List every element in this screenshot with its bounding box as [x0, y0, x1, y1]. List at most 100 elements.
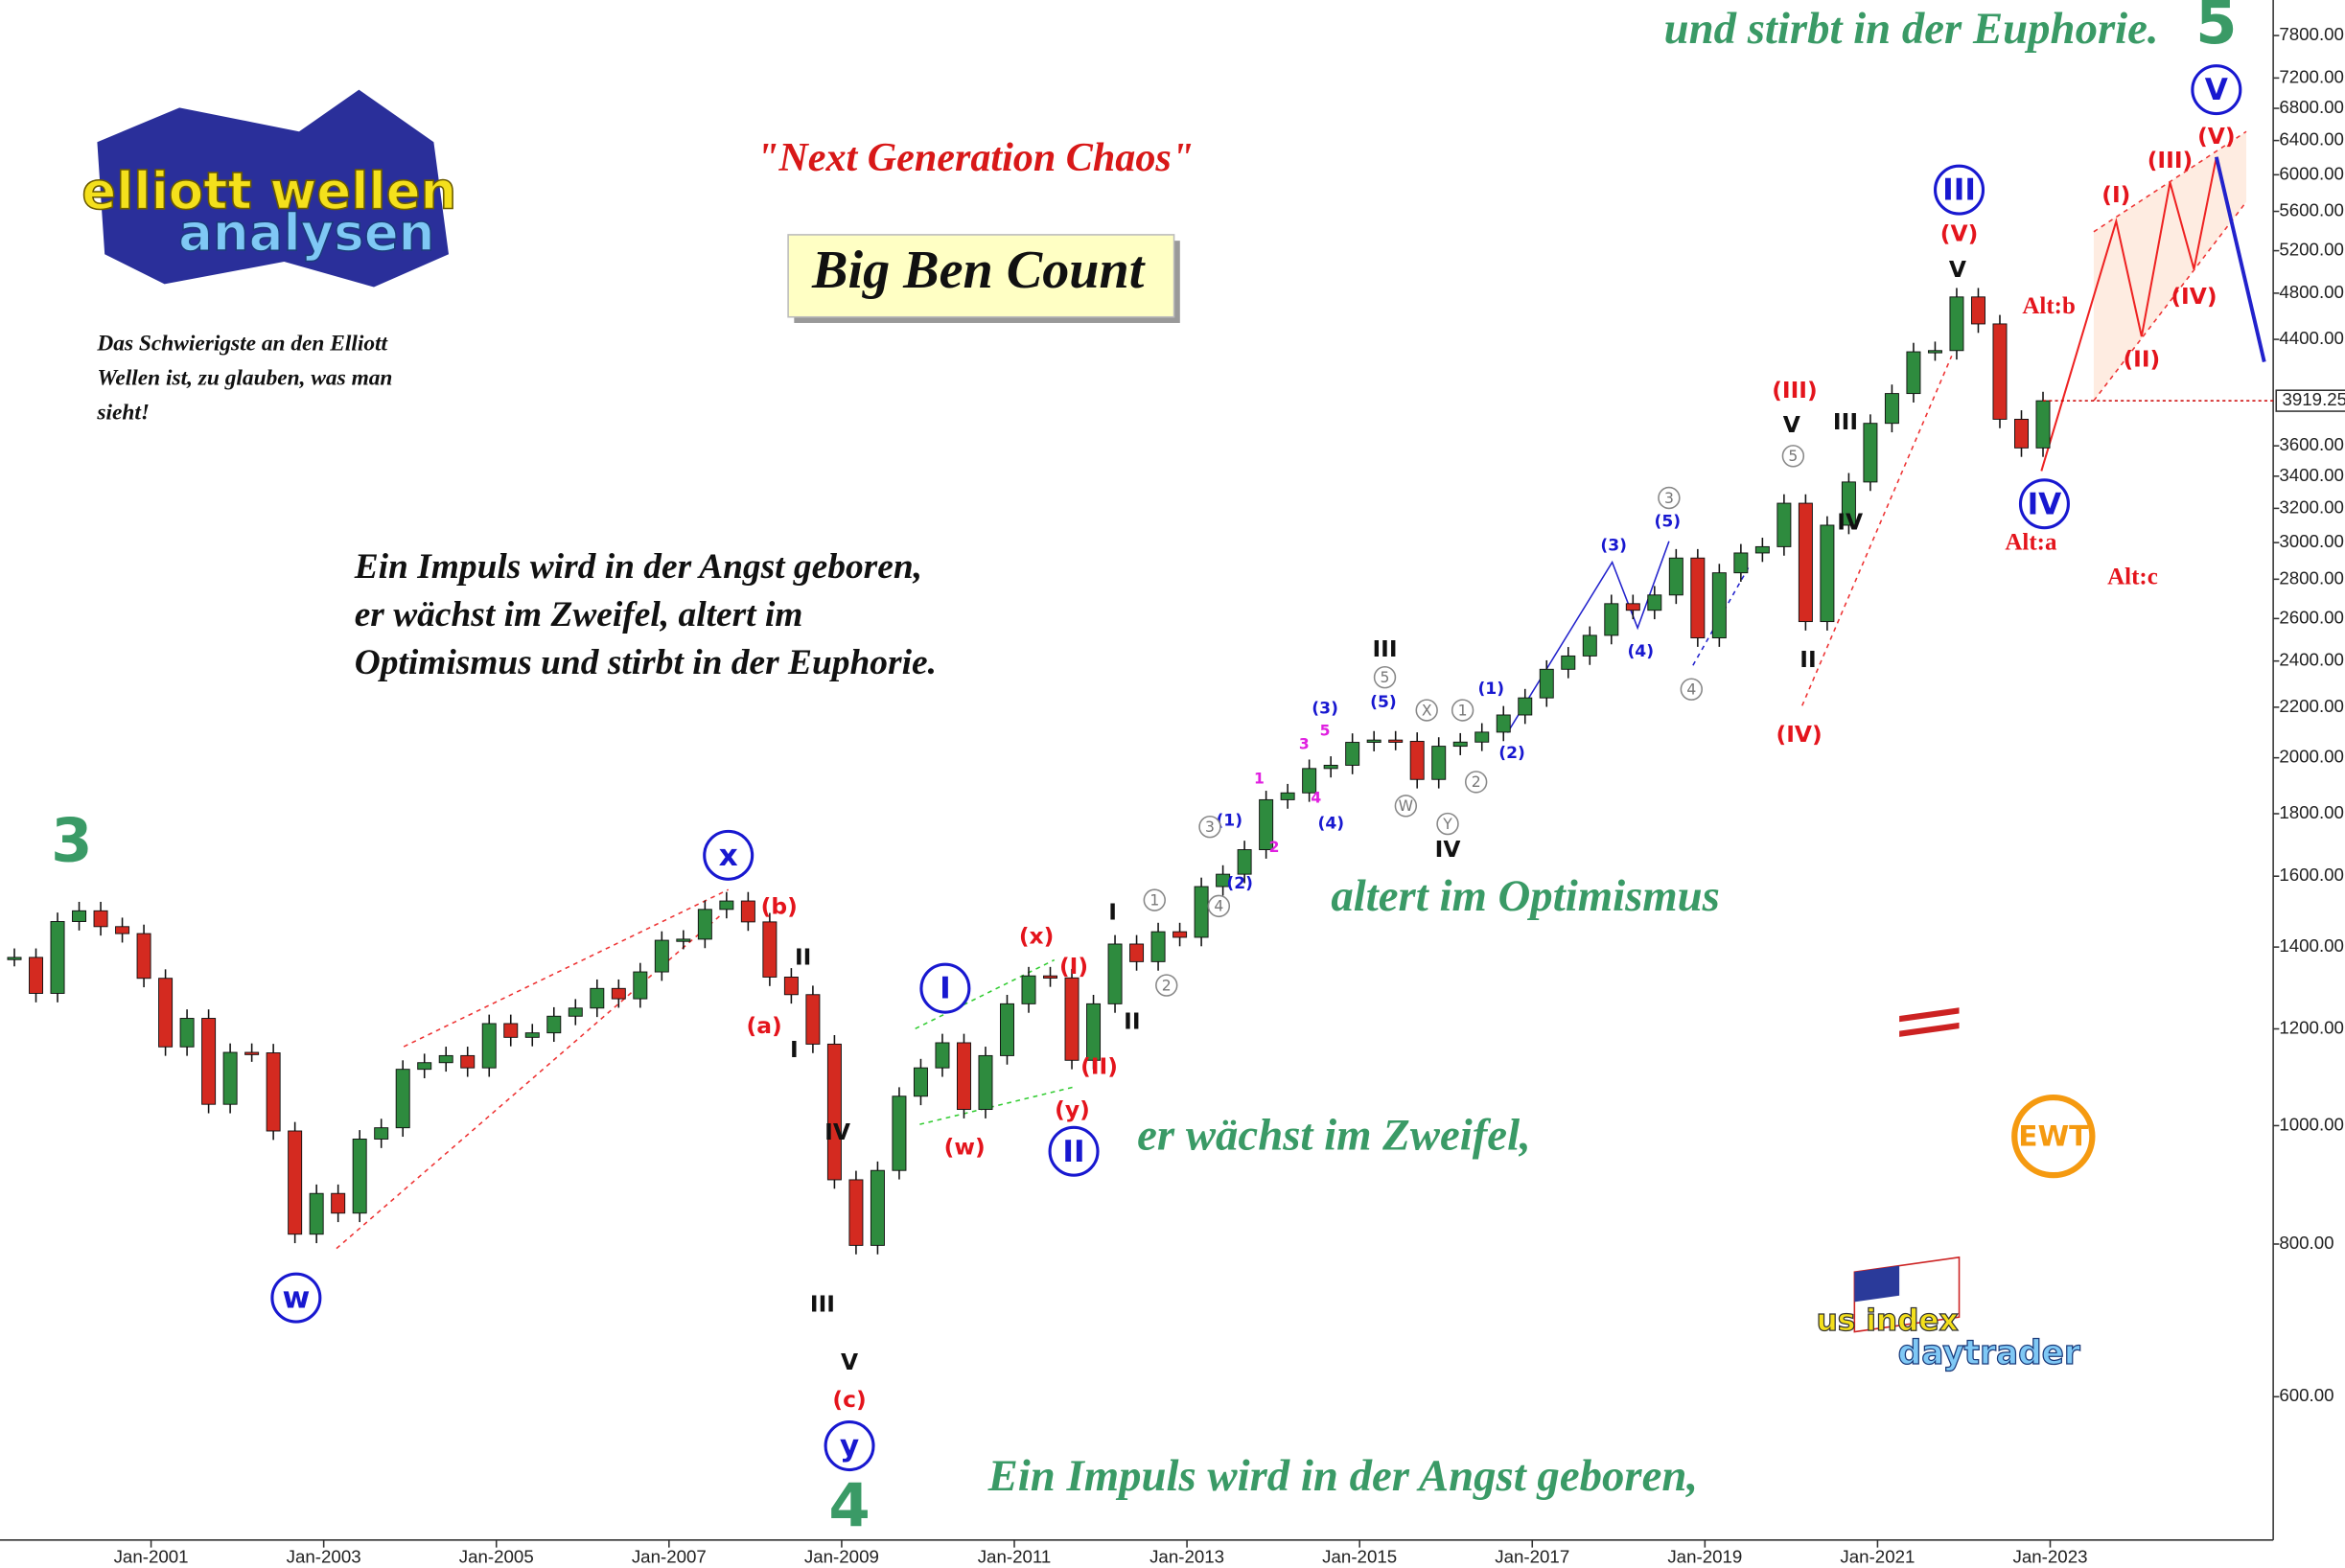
wave-label: (4) [1627, 642, 1654, 661]
candle [395, 1069, 410, 1129]
x-tick-label: Jan-2021 [1840, 1546, 1915, 1566]
y-tick-label: 2200.00 [2279, 696, 2344, 716]
candle [1647, 594, 1662, 611]
phase-text: altert im Optimismus [1331, 871, 1719, 921]
candle [1000, 1003, 1014, 1056]
wave-label: I [1108, 899, 1117, 926]
candle [762, 921, 778, 978]
candle [654, 939, 669, 973]
candle [568, 1007, 583, 1017]
wave-label: (I) [1059, 953, 1088, 980]
quote-line: Das Schwierigste an den Elliott [96, 332, 388, 357]
candle [179, 1018, 195, 1048]
y-tick-label: 3200.00 [2279, 496, 2344, 517]
candle [1237, 849, 1252, 875]
motto-line: Ein Impuls wird in der Angst geboren, [354, 547, 922, 587]
candle [1711, 572, 1727, 639]
wave-label: V [2205, 73, 2228, 107]
y-tick-label: 5600.00 [2279, 199, 2344, 219]
candle [1366, 739, 1381, 744]
candle [1021, 975, 1036, 1004]
candle [29, 957, 44, 994]
wave-label: (1) [1216, 811, 1242, 830]
candle [352, 1138, 367, 1214]
candle [1754, 545, 1770, 554]
candle [1323, 764, 1338, 770]
logo-text: daytrader [1898, 1334, 2080, 1372]
wave-label: 5 [1381, 669, 1390, 686]
candle [848, 1179, 864, 1246]
wave-label: (5) [1370, 693, 1397, 712]
x-tick-label: Jan-2017 [1495, 1546, 1569, 1566]
wave-label: (II) [1080, 1052, 1118, 1079]
x-tick-label: Jan-2023 [2013, 1546, 2088, 1566]
wave-label: (2) [1226, 874, 1253, 893]
y-tick-label: 800.00 [2279, 1233, 2333, 1253]
y-tick-label: 1200.00 [2279, 1017, 2344, 1037]
projection-line [2214, 156, 2266, 362]
y-tick-label: 2000.00 [2279, 747, 2344, 767]
wave-label: (4) [1318, 815, 1345, 834]
phase-text: Ein Impuls wird in der Angst geboren, [987, 1451, 1698, 1501]
wave-label: IV [1435, 836, 1461, 863]
wave-label: IV [2028, 487, 2062, 521]
wave-label: (III) [2148, 147, 2193, 173]
wave-label: III [810, 1290, 835, 1317]
wave-label: 5 [1788, 448, 1798, 465]
wave-label: X [1422, 702, 1432, 719]
wave-label: II [795, 943, 811, 970]
candle [2014, 418, 2029, 449]
wave-label: 3 [1664, 490, 1674, 507]
candle [1280, 792, 1295, 800]
wave-label: 5 [1320, 722, 1331, 739]
wave-label: (x) [1019, 923, 1054, 950]
candle [1582, 634, 1597, 657]
y-tick-label: 1000.00 [2279, 1114, 2344, 1134]
wave-circle [1934, 164, 1985, 216]
candle [1345, 742, 1360, 766]
candle [1150, 931, 1166, 962]
wave-circle [1451, 699, 1474, 722]
wave-label: 2 [1472, 773, 1481, 791]
x-tick-label: Jan-2007 [632, 1546, 707, 1566]
y-tick-label: 6400.00 [2279, 129, 2344, 150]
candle [1409, 741, 1425, 780]
wave-label: y [840, 1429, 859, 1464]
wave-label: (c) [832, 1386, 866, 1413]
candle [826, 1043, 842, 1181]
phase-text: und stirbt in der Euphorie. [1664, 4, 2159, 54]
wave-label: II [1799, 646, 1816, 673]
ewt-text: EWT [2018, 1119, 2089, 1153]
x-tick-label: Jan-2019 [1667, 1546, 1742, 1566]
wave-degree-label: 5 [2195, 0, 2237, 58]
y-tick-label: 2800.00 [2279, 567, 2344, 588]
wave-label: x [719, 839, 738, 873]
wave-label: (3) [1600, 536, 1627, 555]
wave-circle [1781, 445, 1805, 468]
candle [892, 1095, 907, 1171]
wave-label: (3) [1312, 699, 1338, 718]
candle [740, 900, 755, 923]
motto-line: Optimismus und stirbt in der Euphorie. [355, 643, 937, 682]
alt-label: Alt:b [2022, 293, 2075, 319]
candle [1927, 350, 1942, 354]
candle [244, 1051, 260, 1055]
logo-text: elliott wellen [81, 161, 456, 220]
wave-label: (2) [1498, 744, 1525, 763]
candle [481, 1023, 497, 1069]
x-tick-label: Jan-2001 [114, 1546, 189, 1566]
candle [633, 971, 648, 1000]
candle [201, 1018, 217, 1105]
candle [590, 987, 605, 1009]
candle [1172, 931, 1188, 938]
wave-circle [2191, 64, 2242, 116]
candle [1518, 697, 1533, 716]
wave-label: W [1399, 797, 1413, 815]
channel-line [2093, 201, 2247, 402]
candle [72, 910, 87, 922]
y-tick-label: 2400.00 [2279, 650, 2344, 670]
candle [676, 938, 691, 942]
wave-label: 3 [1299, 735, 1310, 752]
wave-label: (V) [2197, 123, 2235, 150]
